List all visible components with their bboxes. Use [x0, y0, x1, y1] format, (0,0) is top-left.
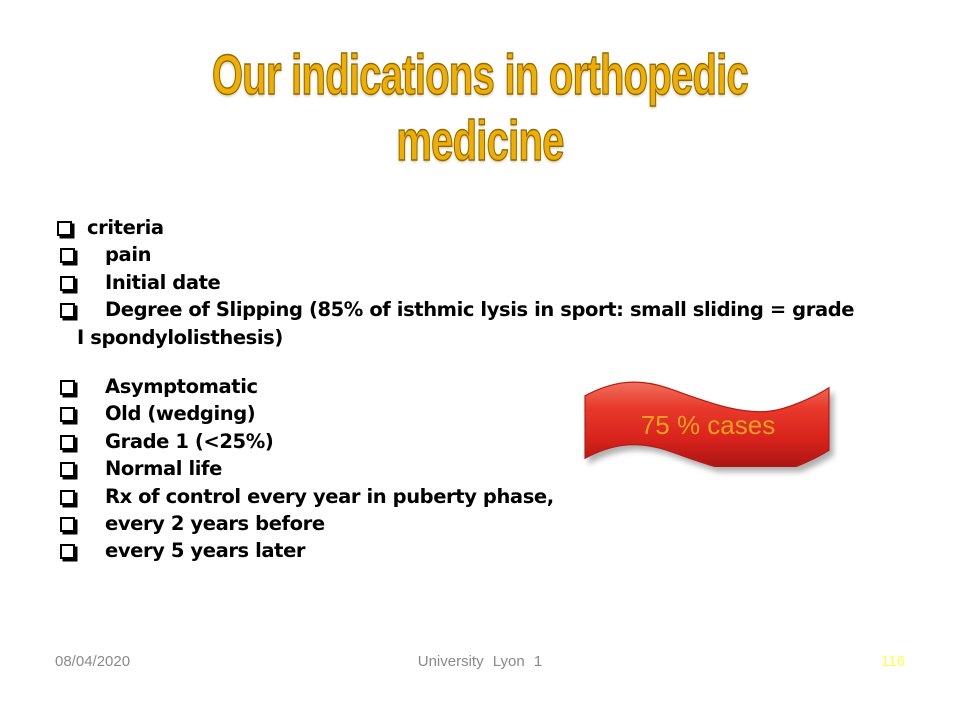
footer-center-text: University Lyon 1: [417, 653, 543, 670]
bullet-item: Degree of Slipping (85% of isthmic lysis…: [55, 296, 915, 351]
bullet-item: every 2 years before: [55, 510, 915, 537]
checkbox-bullet-icon: [60, 275, 75, 291]
bullet-item: Old (wedging): [55, 400, 915, 427]
checkbox-bullet-icon: [60, 380, 75, 396]
bullet-text: Normal life: [105, 457, 222, 481]
checkbox-bullet-icon: [60, 407, 75, 423]
page-number: 116: [881, 653, 905, 670]
bullet-item: every 5 years later: [55, 537, 915, 564]
wave-ribbon-shape: [584, 381, 830, 467]
checkbox-bullet-icon: [57, 221, 72, 236]
checkbox-bullet-icon: [60, 489, 75, 505]
bullet-text: Initial date: [105, 270, 221, 294]
bullet-item: criteria: [55, 214, 915, 241]
bullet-item: Grade 1 (<25%): [55, 428, 915, 455]
bullet-item: Rx of control every year in puberty phas…: [55, 483, 915, 510]
bullet-text: every 2 years before: [105, 512, 325, 536]
banner-label: 75 % cases: [640, 410, 776, 440]
checkbox-bullet-icon: [60, 462, 75, 478]
bullet-text: Degree of Slipping (85% of isthmic lysis…: [77, 296, 915, 351]
checkbox-bullet-icon: [60, 434, 75, 450]
slide-title: Our indications in orthopedic medicine: [211, 42, 749, 173]
bullet-text: Old (wedging): [105, 402, 256, 426]
bullet-text: Rx of control every year in puberty phas…: [105, 484, 554, 508]
bullet-list: criteria pain Initial date Degree of Sli…: [55, 214, 915, 565]
checkbox-bullet-icon: [60, 303, 75, 319]
cases-banner: 75 % cases: [581, 379, 835, 467]
bullet-text: every 5 years later: [105, 539, 306, 563]
bullet-item: Initial date: [55, 269, 915, 296]
bullet-item: pain: [55, 241, 915, 268]
bullet-text-line2: I spondylolisthesis): [77, 325, 283, 349]
checkbox-bullet-icon: [60, 248, 75, 264]
footer-date: 08/04/2020: [55, 653, 131, 670]
checkbox-bullet-icon: [60, 517, 75, 533]
bullet-text: Grade 1 (<25%): [105, 429, 274, 453]
bullet-text: pain: [105, 243, 152, 267]
bullet-text: Asymptomatic: [105, 375, 258, 399]
bullet-text: criteria: [87, 216, 164, 239]
checkbox-bullet-icon: [60, 544, 75, 560]
bullet-item: Asymptomatic: [55, 373, 915, 400]
bullet-text-line1: Degree of Slipping (85% of isthmic lysis…: [105, 298, 855, 322]
bullet-item: Normal life: [55, 455, 915, 482]
